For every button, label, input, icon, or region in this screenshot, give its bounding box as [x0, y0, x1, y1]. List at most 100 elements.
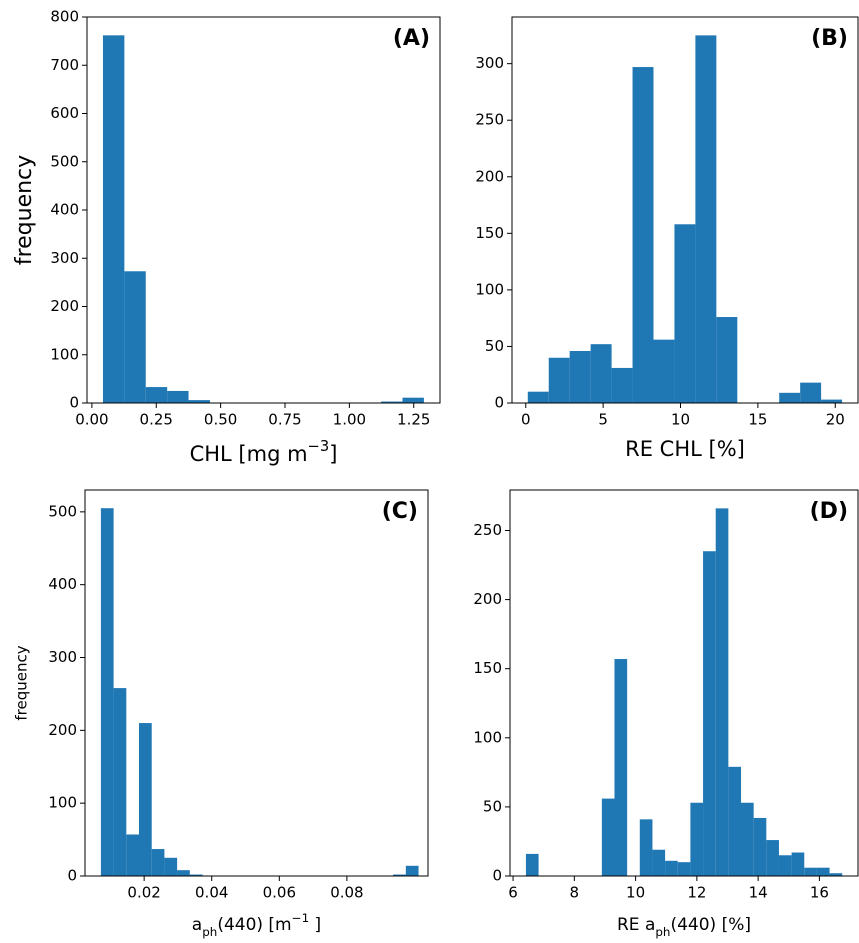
x-axis-label-part: RE CHL [%]: [625, 437, 745, 461]
x-tick-label: 0.50: [204, 411, 237, 429]
x-axis-label-part: ]: [329, 442, 337, 466]
y-tick-label: 700: [50, 56, 79, 74]
y-tick-label: 300: [475, 54, 504, 72]
y-tick-label: 250: [473, 521, 502, 539]
bar: [653, 339, 675, 403]
x-axis-label: RE aph(440) [%]: [617, 915, 751, 939]
bar: [778, 855, 792, 876]
y-tick-label: 250: [475, 111, 504, 129]
bar: [405, 865, 419, 876]
y-tick-label: 400: [50, 201, 79, 219]
x-tick-label: 1.25: [397, 411, 430, 429]
y-axis-label: frequency: [12, 155, 37, 265]
x-tick-label: 6: [508, 884, 518, 902]
y-tick-label: 150: [475, 224, 504, 242]
y-tick-label: 100: [48, 794, 77, 812]
y-tick-label: 0: [492, 867, 502, 885]
x-axis-label-part: (440) [m: [217, 915, 291, 935]
bar: [100, 508, 114, 876]
bar: [715, 508, 729, 876]
bar: [569, 350, 591, 403]
x-tick-label: 0.00: [75, 411, 108, 429]
chart-panel: 6 8 10 12 14 16 0 50 100 150 200 250 (D) RE aph(440) …: [473, 489, 859, 939]
bar: [177, 870, 190, 876]
x-axis-label-part: ph: [655, 925, 670, 939]
bar: [804, 867, 817, 876]
y-tick-label: 100: [473, 728, 502, 746]
x-tick-label: 0: [521, 411, 531, 429]
x-tick-label: 0.02: [127, 884, 160, 902]
x-tick-label: 0.75: [268, 411, 301, 429]
x-axis-label: RE CHL [%]: [625, 437, 745, 461]
y-tick-label: 50: [485, 337, 504, 355]
x-tick-label: 1.00: [333, 411, 366, 429]
axes-frame: [84, 489, 429, 877]
bar: [548, 357, 570, 403]
x-axis-label-part: RE a: [617, 915, 655, 935]
bar: [126, 834, 140, 876]
bar: [779, 392, 801, 403]
panel-label: (D): [810, 499, 848, 524]
y-tick-label: 200: [48, 721, 77, 739]
bar: [167, 390, 189, 403]
bar: [674, 224, 696, 403]
x-axis-label: CHL [mg m−3]: [190, 438, 338, 467]
bar: [677, 862, 691, 876]
bar: [614, 659, 628, 876]
bar: [139, 723, 152, 876]
x-tick-label: 14: [749, 884, 768, 902]
bar: [821, 399, 843, 403]
y-tick-label: 0: [69, 394, 79, 412]
bar: [703, 551, 716, 876]
bar: [753, 817, 767, 876]
bar: [741, 802, 754, 876]
bar: [766, 840, 779, 876]
bar: [527, 391, 549, 403]
bar: [695, 35, 717, 403]
bar: [728, 766, 742, 876]
bar: [189, 874, 203, 876]
x-axis-label-part: CHL [mg m: [190, 442, 308, 466]
x-tick-label: 5: [598, 411, 608, 429]
y-tick-label: 200: [473, 590, 502, 608]
x-tick-label: 10: [626, 884, 645, 902]
x-tick-label: 0.25: [140, 411, 173, 429]
y-tick-label: 0: [67, 867, 77, 885]
x-tick-label: 12: [687, 884, 706, 902]
bar: [716, 317, 738, 403]
bar: [652, 849, 666, 876]
bar: [525, 853, 539, 876]
x-tick-label: 10: [671, 411, 690, 429]
bar: [124, 271, 146, 403]
x-tick-label: 0.08: [330, 884, 363, 902]
panel-label: (C): [382, 499, 418, 524]
x-tick-label: 0.04: [195, 884, 228, 902]
bar: [113, 688, 127, 876]
bar: [665, 860, 678, 876]
y-tick-label: 600: [50, 104, 79, 122]
panel-label: (A): [393, 26, 430, 51]
y-axis-label: frequency: [13, 645, 31, 720]
x-tick-label: 15: [748, 411, 767, 429]
bar: [102, 35, 125, 404]
bar: [151, 849, 165, 876]
axes-frame: [509, 489, 859, 877]
y-tick-label: 300: [48, 648, 77, 666]
bar: [393, 874, 406, 876]
bar: [164, 857, 178, 876]
y-tick-label: 0: [494, 394, 504, 412]
x-axis-label-part: −3: [308, 438, 330, 455]
bar: [829, 873, 843, 876]
x-tick-label: 8: [570, 884, 580, 902]
bar: [632, 67, 654, 404]
bar: [639, 819, 653, 876]
panel-label: (B): [811, 26, 848, 51]
x-tick-label: 0.06: [263, 884, 296, 902]
bar: [791, 852, 805, 876]
y-tick-label: 100: [475, 280, 504, 298]
x-tick-label: 20: [826, 411, 845, 429]
y-tick-label: 200: [475, 167, 504, 185]
x-axis-label-part: −1: [292, 911, 310, 925]
y-tick-label: 100: [50, 345, 79, 363]
